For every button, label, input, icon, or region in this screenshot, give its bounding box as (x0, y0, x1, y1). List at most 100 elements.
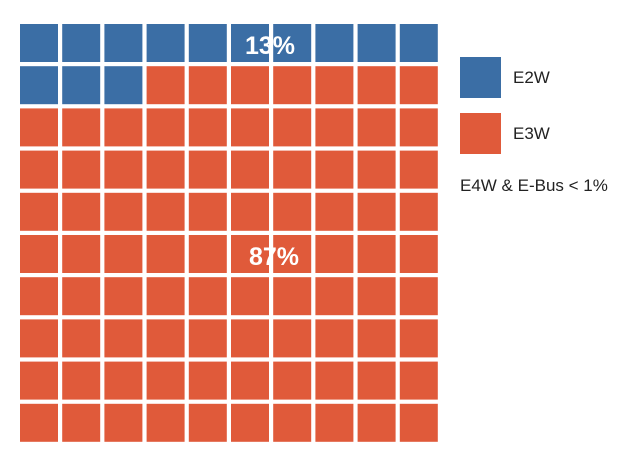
waffle-cell-e3w (273, 66, 312, 105)
legend-swatch-e2w (460, 57, 501, 98)
waffle-cell-e3w (104, 403, 143, 442)
waffle-cell-e3w (273, 403, 312, 442)
waffle-cell-e2w (62, 24, 101, 62)
waffle-cell-e2w (20, 66, 58, 105)
waffle-cell-e2w (104, 66, 143, 105)
waffle-cell-e3w (357, 192, 396, 231)
waffle-cell-e3w (273, 277, 312, 316)
waffle-cell-e3w (20, 361, 58, 400)
legend-swatch-e3w (460, 113, 501, 154)
legend-label-e2w: E2W (513, 67, 550, 87)
waffle-cell-e3w (20, 319, 58, 358)
waffle-cell-e3w (399, 361, 438, 400)
waffle-cell-e3w (399, 66, 438, 105)
legend-item-e2w: E2W (460, 57, 550, 98)
waffle-cell-e3w (20, 403, 58, 442)
waffle-cell-e2w (273, 24, 312, 62)
waffle-cell-e3w (399, 150, 438, 189)
waffle-cell-e3w (357, 66, 396, 105)
waffle-cell-e3w (399, 403, 438, 442)
waffle-cell-e3w (104, 235, 143, 273)
waffle-cell-e2w (104, 24, 143, 62)
waffle-cell-e3w (273, 192, 312, 231)
waffle-cell-e3w (231, 277, 269, 316)
waffle-cell-e3w (399, 319, 438, 358)
waffle-cell-e3w (20, 150, 58, 189)
waffle-cell-e3w (315, 403, 354, 442)
waffle-cell-e3w (146, 66, 185, 105)
waffle-cell-e3w (273, 108, 312, 147)
waffle-cell-e3w (315, 319, 354, 358)
waffle-cell-e2w (399, 24, 438, 62)
waffle-cell-e3w (315, 192, 354, 231)
waffle-cell-e3w (104, 319, 143, 358)
waffle-cell-e3w (104, 192, 143, 231)
waffle-cell-e3w (273, 150, 312, 189)
waffle-cell-e3w (146, 319, 185, 358)
legend-footnote: E4W & E-Bus < 1% (460, 176, 608, 195)
waffle-cell-e3w (146, 108, 185, 147)
waffle-cell-e2w (231, 24, 269, 62)
waffle-cell-e3w (231, 361, 269, 400)
waffle-cell-e3w (315, 108, 354, 147)
waffle-cell-e3w (399, 192, 438, 231)
waffle-cell-e3w (146, 361, 185, 400)
waffle-cell-e3w (188, 361, 227, 400)
waffle-cell-e3w (20, 108, 58, 147)
waffle-cell-e3w (62, 361, 101, 400)
waffle-cell-e3w (399, 235, 438, 273)
waffle-cell-e3w (231, 66, 269, 105)
waffle-cell-e3w (188, 319, 227, 358)
legend-label-e3w: E3W (513, 123, 550, 143)
waffle-cell-e3w (231, 403, 269, 442)
waffle-cell-e3w (357, 361, 396, 400)
waffle-cell-e3w (273, 361, 312, 400)
waffle-cell-e3w (188, 403, 227, 442)
waffle-cell-e3w (62, 403, 101, 442)
waffle-cell-e3w (315, 277, 354, 316)
waffle-cell-e3w (273, 235, 312, 273)
waffle-cell-e3w (104, 108, 143, 147)
waffle-cell-e3w (62, 192, 101, 231)
waffle-cell-e3w (315, 150, 354, 189)
waffle-cell-e2w (188, 24, 227, 62)
waffle-cell-e3w (357, 319, 396, 358)
waffle-cell-e3w (231, 108, 269, 147)
waffle-cell-e3w (188, 235, 227, 273)
waffle-cell-e3w (188, 108, 227, 147)
waffle-cell-e3w (188, 192, 227, 231)
waffle-cell-e3w (146, 192, 185, 231)
waffle-cell-e3w (231, 235, 269, 273)
waffle-cell-e3w (273, 319, 312, 358)
waffle-cell-e3w (231, 192, 269, 231)
waffle-cell-e3w (357, 277, 396, 316)
waffle-cell-e3w (315, 235, 354, 273)
waffle-cell-e2w (20, 24, 58, 62)
waffle-cell-e3w (62, 319, 101, 358)
waffle-cell-e2w (146, 24, 185, 62)
waffle-cell-e3w (104, 277, 143, 316)
data-label-e2w: 13% (245, 32, 295, 60)
waffle-cell-e3w (399, 277, 438, 316)
waffle-cell-e2w (357, 24, 396, 62)
waffle-cell-e3w (146, 150, 185, 189)
waffle-cell-e3w (357, 403, 396, 442)
waffle-cells (20, 24, 438, 442)
waffle-cell-e3w (188, 66, 227, 105)
waffle-cell-e3w (104, 150, 143, 189)
waffle-cell-e3w (315, 66, 354, 105)
waffle-cell-e3w (357, 150, 396, 189)
waffle-cell-e3w (231, 150, 269, 189)
waffle-cell-e3w (188, 150, 227, 189)
waffle-cell-e3w (62, 235, 101, 273)
waffle-cell-e3w (146, 403, 185, 442)
waffle-cell-e3w (188, 277, 227, 316)
waffle-cell-e3w (399, 108, 438, 147)
waffle-cell-e3w (62, 277, 101, 316)
waffle-cell-e3w (357, 235, 396, 273)
data-label-e3w: 87% (249, 243, 299, 271)
waffle-cell-e3w (357, 108, 396, 147)
waffle-cell-e2w (62, 66, 101, 105)
waffle-cell-e3w (20, 277, 58, 316)
